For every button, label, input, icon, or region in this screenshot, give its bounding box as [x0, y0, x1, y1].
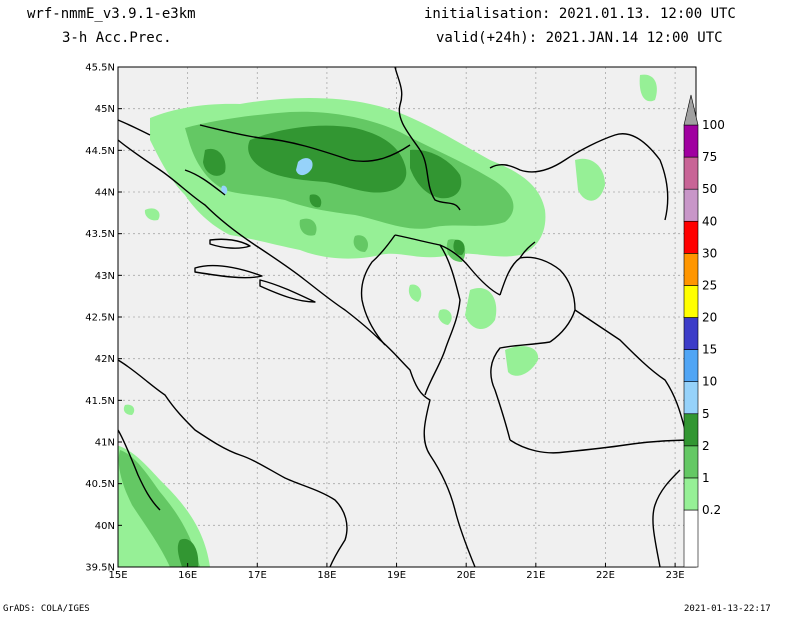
colorbar-label: 25 — [702, 278, 717, 292]
colorbar-label: 0.2 — [702, 503, 721, 517]
valid-time: valid(+24h): 2021.JAN.14 12:00 UTC — [436, 30, 723, 46]
colorbar-segment — [683, 220, 699, 254]
lon-label: 17E — [248, 570, 267, 581]
lon-label: 20E — [457, 570, 476, 581]
lon-label: 23E — [666, 570, 685, 581]
lat-label: 39.5N — [85, 563, 115, 574]
lon-label: 18E — [317, 570, 336, 581]
lon-label: 19E — [387, 570, 406, 581]
model-name: wrf-nmmE_v3.9.1-e3km — [27, 6, 196, 22]
lat-label: 40.5N — [85, 479, 115, 490]
lat-label: 44.5N — [85, 146, 115, 157]
lat-label: 41N — [95, 438, 115, 449]
precip-layer-5 — [221, 158, 313, 194]
lat-label: 45N — [95, 104, 115, 115]
footer-timestamp: 2021-01-13-22:17 — [684, 604, 771, 614]
longitude-labels: 15E 16E 17E 18E 19E 20E 21E 22E 23E — [108, 570, 684, 581]
colorbar-segment — [683, 445, 699, 479]
footer-credit: GrADS: COLA/IGES — [3, 604, 90, 614]
lon-label: 21E — [526, 570, 545, 581]
colorbar-segment — [683, 477, 699, 511]
lat-label: 42N — [95, 354, 115, 365]
latitude-labels: 45.5N 45N 44.5N 44N 43.5N 43N 42.5N 42N 41.5N 41N… — [85, 63, 115, 574]
colorbar-segment — [683, 413, 699, 447]
field-name: 3-h Acc.Prec. — [62, 30, 172, 46]
colorbar-label: 30 — [702, 246, 717, 260]
colorbar-segment — [683, 253, 699, 286]
colorbar-label: 2 — [702, 439, 710, 453]
colorbar-label: 5 — [702, 407, 710, 421]
lat-label: 43.5N — [85, 229, 115, 240]
colorbar-label: 50 — [702, 182, 717, 196]
colorbar-segment — [683, 285, 699, 318]
lat-label: 45.5N — [85, 63, 115, 74]
initialisation-time: initialisation: 2021.01.13. 12:00 UTC — [424, 6, 736, 22]
colorbar-segment — [683, 317, 699, 350]
colorbar-label: 40 — [702, 214, 717, 228]
colorbar-segment — [683, 124, 699, 158]
lat-label: 44N — [95, 188, 115, 199]
lon-label: 16E — [178, 570, 197, 581]
colorbar-segment — [683, 94, 699, 126]
colorbar-segment — [683, 188, 699, 222]
colorbar-label: 1 — [702, 471, 710, 485]
colorbar-below-min — [683, 509, 699, 568]
colorbar-segment — [683, 381, 699, 415]
lon-label: 22E — [596, 570, 615, 581]
colorbar-segment — [683, 349, 699, 382]
lat-label: 43N — [95, 271, 115, 282]
lat-label: 40N — [95, 521, 115, 532]
colorbar-segment — [683, 156, 699, 190]
colorbar-label: 10 — [702, 375, 717, 389]
lat-label: 42.5N — [85, 313, 115, 324]
colorbar-label: 15 — [702, 343, 717, 357]
colorbar-label: 20 — [702, 311, 717, 325]
colorbar-label: 75 — [702, 150, 717, 164]
lat-label: 41.5N — [85, 396, 115, 407]
colorbar-label: 100 — [702, 118, 725, 132]
coastline-borders — [118, 67, 696, 567]
lon-label: 15E — [108, 570, 127, 581]
axis-ticks — [117, 66, 676, 568]
